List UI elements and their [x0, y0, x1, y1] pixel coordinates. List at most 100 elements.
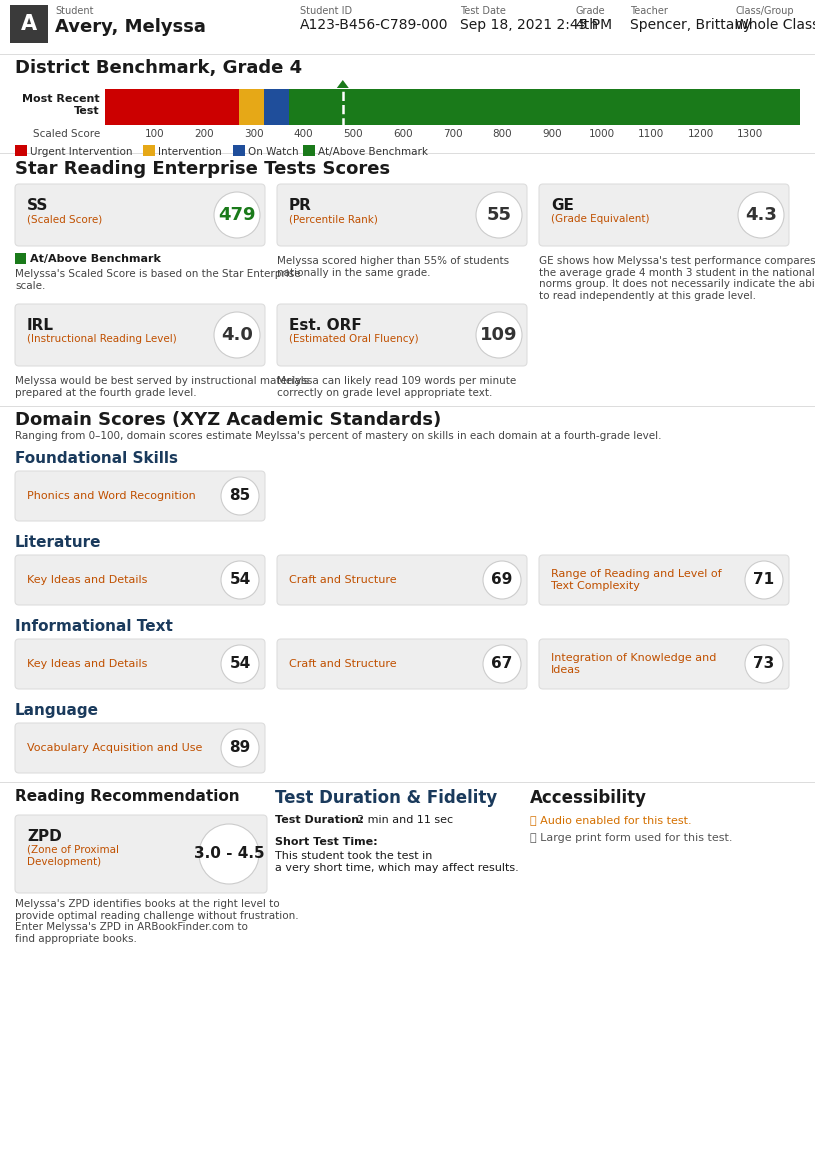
FancyBboxPatch shape — [277, 304, 527, 366]
Text: 73: 73 — [753, 657, 774, 672]
Text: GE: GE — [551, 198, 574, 213]
Text: 🔊 Audio enabled for this test.: 🔊 Audio enabled for this test. — [530, 815, 692, 825]
Text: Melyssa scored higher than 55% of students
nationally in the same grade.: Melyssa scored higher than 55% of studen… — [277, 256, 509, 278]
Text: Student ID: Student ID — [300, 6, 352, 16]
Text: Key Ideas and Details: Key Ideas and Details — [27, 575, 148, 585]
Text: 4.0: 4.0 — [221, 325, 253, 344]
Circle shape — [199, 824, 259, 884]
Text: 3.0 - 4.5: 3.0 - 4.5 — [194, 847, 264, 862]
Text: 479: 479 — [218, 207, 256, 224]
Circle shape — [214, 192, 260, 238]
Text: Teacher: Teacher — [630, 6, 667, 16]
Circle shape — [745, 645, 783, 683]
Text: SS: SS — [27, 198, 48, 213]
Bar — [264, 89, 289, 125]
Circle shape — [476, 312, 522, 358]
FancyBboxPatch shape — [15, 815, 267, 893]
Text: 71: 71 — [753, 572, 774, 587]
FancyBboxPatch shape — [539, 555, 789, 605]
FancyBboxPatch shape — [277, 183, 527, 246]
FancyBboxPatch shape — [15, 724, 265, 773]
Text: 900: 900 — [542, 129, 562, 138]
Text: 700: 700 — [443, 129, 462, 138]
Text: 1200: 1200 — [688, 129, 714, 138]
Text: Test Duration:: Test Duration: — [275, 815, 363, 825]
Text: 800: 800 — [492, 129, 512, 138]
Text: Range of Reading and Level of
Text Complexity: Range of Reading and Level of Text Compl… — [551, 569, 721, 591]
Text: Avery, Melyssa: Avery, Melyssa — [55, 18, 206, 36]
Text: 55: 55 — [487, 207, 512, 224]
Text: Most Recent
Test: Most Recent Test — [22, 95, 100, 115]
Text: 400: 400 — [293, 129, 314, 138]
FancyBboxPatch shape — [539, 639, 789, 689]
Text: 600: 600 — [393, 129, 412, 138]
Text: (Percentile Rank): (Percentile Rank) — [289, 213, 378, 224]
Bar — [0, 0, 815, 54]
Bar — [233, 145, 245, 156]
Text: Class/Group: Class/Group — [735, 6, 794, 16]
Text: Key Ideas and Details: Key Ideas and Details — [27, 659, 148, 669]
Bar — [239, 89, 264, 125]
Text: 54: 54 — [229, 572, 251, 587]
Text: Melyssa would be best served by instructional materials
prepared at the fourth g: Melyssa would be best served by instruct… — [15, 376, 309, 398]
Text: Phonics and Word Recognition: Phonics and Word Recognition — [27, 490, 196, 501]
FancyBboxPatch shape — [15, 183, 265, 246]
Text: Grade: Grade — [575, 6, 605, 16]
FancyBboxPatch shape — [539, 183, 789, 246]
Text: 100: 100 — [145, 129, 165, 138]
Text: At/Above Benchmark: At/Above Benchmark — [318, 147, 428, 157]
Text: Reading Recommendation: Reading Recommendation — [15, 789, 240, 804]
Text: 54: 54 — [229, 657, 251, 672]
Circle shape — [483, 561, 521, 599]
Text: Urgent Intervention: Urgent Intervention — [30, 147, 133, 157]
Text: GE shows how Melyssa's test performance compares with
the average grade 4 month : GE shows how Melyssa's test performance … — [539, 256, 815, 301]
FancyBboxPatch shape — [277, 639, 527, 689]
Bar — [10, 5, 48, 43]
Text: (Estimated Oral Fluency): (Estimated Oral Fluency) — [289, 334, 419, 344]
Bar — [302, 145, 315, 156]
Text: 89: 89 — [229, 741, 251, 756]
Circle shape — [221, 477, 259, 515]
Text: Accessibility: Accessibility — [530, 789, 647, 807]
Text: 67: 67 — [491, 657, 513, 672]
Text: 4th: 4th — [575, 18, 598, 32]
Polygon shape — [337, 80, 349, 88]
Text: Craft and Structure: Craft and Structure — [289, 659, 397, 669]
FancyBboxPatch shape — [15, 471, 265, 520]
Text: Language: Language — [15, 703, 99, 718]
Text: Melyssa can likely read 109 words per minute
correctly on grade level appropriat: Melyssa can likely read 109 words per mi… — [277, 376, 516, 398]
Text: (Zone of Proximal
Development): (Zone of Proximal Development) — [27, 845, 119, 867]
Text: At/Above Benchmark: At/Above Benchmark — [30, 254, 161, 264]
Text: Star Reading Enterprise Tests Scores: Star Reading Enterprise Tests Scores — [15, 160, 390, 178]
FancyBboxPatch shape — [15, 304, 265, 366]
Text: 109: 109 — [480, 325, 518, 344]
Text: Intervention: Intervention — [157, 147, 222, 157]
Circle shape — [221, 729, 259, 767]
Bar — [15, 145, 27, 156]
Text: A123-B456-C789-000: A123-B456-C789-000 — [300, 18, 448, 32]
Text: 300: 300 — [244, 129, 264, 138]
Text: 2 min and 11 sec: 2 min and 11 sec — [357, 815, 453, 825]
Text: Short Test Time:: Short Test Time: — [275, 837, 377, 847]
Text: (Instructional Reading Level): (Instructional Reading Level) — [27, 334, 177, 344]
Text: IRL: IRL — [27, 319, 54, 334]
Bar — [105, 89, 239, 125]
Text: (Scaled Score): (Scaled Score) — [27, 213, 102, 224]
Text: Ranging from 0–100, domain scores estimate Meylssa's percent of mastery on skill: Ranging from 0–100, domain scores estima… — [15, 430, 662, 441]
Text: (Grade Equivalent): (Grade Equivalent) — [551, 213, 650, 224]
Circle shape — [483, 645, 521, 683]
Text: ZPD: ZPD — [27, 829, 62, 844]
Text: Integration of Knowledge and
Ideas: Integration of Knowledge and Ideas — [551, 653, 716, 675]
Text: Test Date: Test Date — [460, 6, 506, 16]
Text: 🖹 Large print form used for this test.: 🖹 Large print form used for this test. — [530, 833, 733, 844]
Text: 1000: 1000 — [588, 129, 615, 138]
Text: Vocabulary Acquisition and Use: Vocabulary Acquisition and Use — [27, 743, 202, 754]
FancyBboxPatch shape — [15, 555, 265, 605]
Text: Foundational Skills: Foundational Skills — [15, 451, 178, 466]
Circle shape — [745, 561, 783, 599]
FancyBboxPatch shape — [277, 555, 527, 605]
Text: 69: 69 — [491, 572, 513, 587]
Bar — [143, 145, 155, 156]
Text: Craft and Structure: Craft and Structure — [289, 575, 397, 585]
Text: Melyssa's ZPD identifies books at the right level to
provide optimal reading cha: Melyssa's ZPD identifies books at the ri… — [15, 899, 298, 944]
